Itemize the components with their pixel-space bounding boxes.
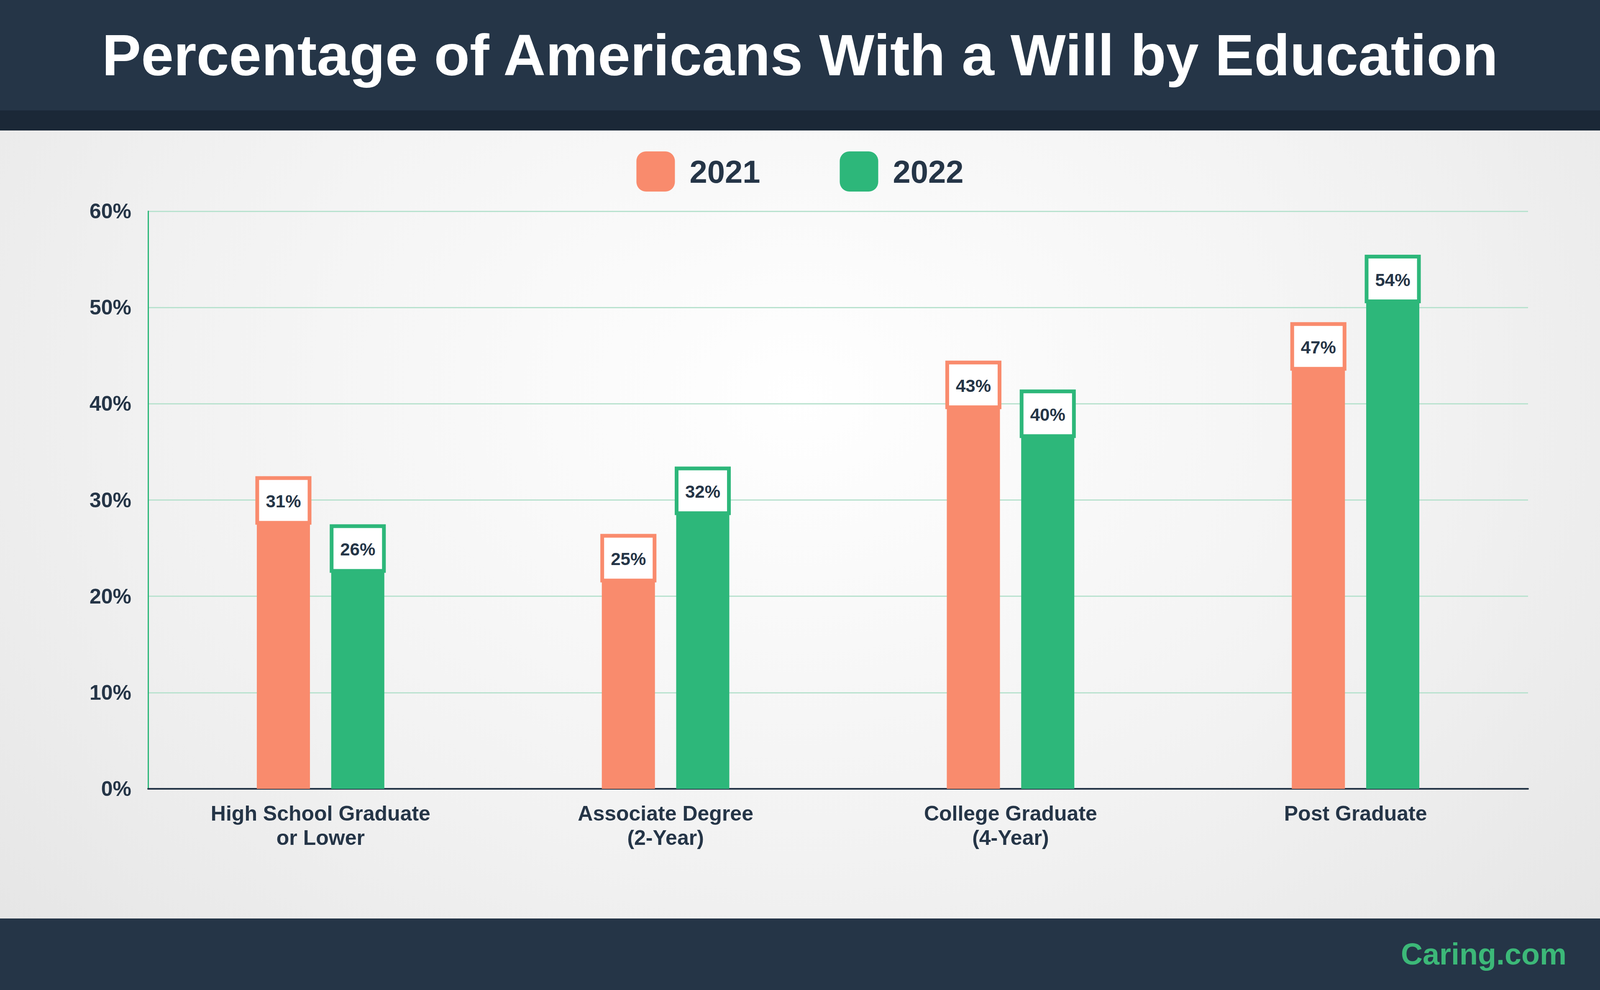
svg-text:40%: 40% [89,391,132,416]
svg-text:or Lower: or Lower [276,826,365,850]
svg-text:Post Graduate: Post Graduate [1284,801,1428,826]
svg-text:32%: 32% [685,481,721,502]
svg-text:40%: 40% [1030,404,1066,425]
svg-text:(2-Year): (2-Year) [627,826,704,850]
svg-text:43%: 43% [955,376,991,396]
svg-text:2021: 2021 [689,153,761,190]
html-text:Caring.com: Caring.com [1400,937,1567,971]
svg-text:Associate Degree: Associate Degree [577,801,754,826]
svg-text:20%: 20% [89,584,132,609]
svg-text:30%: 30% [89,488,132,512]
svg-text:10%: 10% [89,680,132,705]
svg-text:54%: 54% [1374,270,1411,290]
svg-text:0%: 0% [101,777,132,801]
svg-text:60%: 60% [89,199,132,223]
html-text:Percentage of Americans With a: Percentage of Americans With a Will by E… [101,22,1499,88]
svg-text:2022: 2022 [893,153,964,190]
svg-text:25%: 25% [610,549,646,569]
svg-text:High School Graduate: High School Graduate [210,801,431,826]
svg-text:College Graduate: College Graduate [924,801,1098,826]
svg-text:47%: 47% [1300,337,1337,358]
svg-text:26%: 26% [340,539,376,560]
svg-text:31%: 31% [265,491,301,512]
svg-text:50%: 50% [89,295,132,320]
svg-text:(4-Year): (4-Year) [972,826,1049,850]
